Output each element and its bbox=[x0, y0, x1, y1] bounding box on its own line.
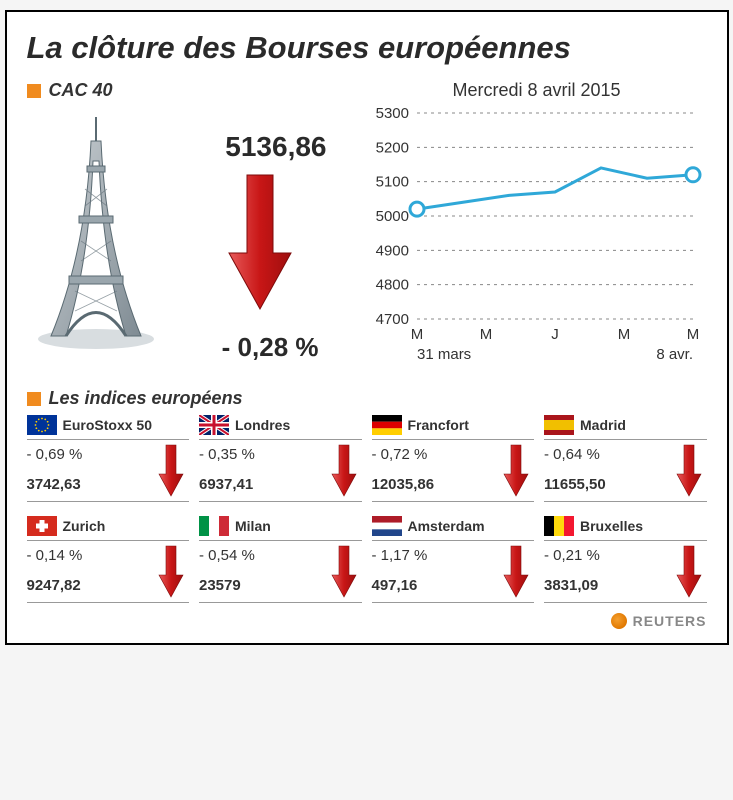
down-arrow-icon bbox=[157, 444, 185, 498]
cac-section-label: CAC 40 bbox=[27, 80, 347, 101]
index-head: EuroStoxx 50 bbox=[27, 415, 190, 439]
index-value: 9247,82 bbox=[27, 577, 81, 594]
flag-icon bbox=[199, 415, 229, 435]
index-body: - 0,54 % 23579 bbox=[199, 540, 362, 596]
indices-label: Les indices européens bbox=[49, 388, 243, 409]
index-head: Bruxelles bbox=[544, 516, 707, 540]
index-card: Londres - 0,35 % 6937,41 bbox=[199, 415, 362, 502]
svg-text:4700: 4700 bbox=[375, 311, 408, 328]
index-value: 3742,63 bbox=[27, 476, 81, 493]
index-body: - 0,14 % 9247,82 bbox=[27, 540, 190, 596]
index-body: - 1,17 % 497,16 bbox=[372, 540, 535, 596]
svg-text:5200: 5200 bbox=[375, 139, 408, 156]
chart-date: Mercredi 8 avril 2015 bbox=[367, 80, 707, 101]
index-card: Madrid - 0,64 % 11655,50 bbox=[544, 415, 707, 502]
reuters-logo-icon bbox=[611, 613, 627, 629]
index-body: - 0,35 % 6937,41 bbox=[199, 439, 362, 495]
index-card: Bruxelles - 0,21 % 3831,09 bbox=[544, 516, 707, 603]
index-value: 497,16 bbox=[372, 577, 418, 594]
index-head: Zurich bbox=[27, 516, 190, 540]
flag-icon bbox=[544, 415, 574, 435]
flag-icon bbox=[544, 516, 574, 536]
svg-text:J: J bbox=[551, 326, 559, 343]
svg-text:5300: 5300 bbox=[375, 107, 408, 122]
svg-text:8 avr.: 8 avr. bbox=[656, 346, 693, 363]
cac-block: CAC 40 bbox=[27, 80, 347, 372]
down-arrow-icon bbox=[675, 545, 703, 599]
index-head: Londres bbox=[199, 415, 362, 439]
index-value: 6937,41 bbox=[199, 476, 253, 493]
down-arrow-icon bbox=[330, 444, 358, 498]
indices-grid: EuroStoxx 50 - 0,69 % 3742,63 Londres - … bbox=[27, 415, 707, 603]
index-head: Milan bbox=[199, 516, 362, 540]
footer: REUTERS bbox=[27, 603, 707, 629]
svg-text:5000: 5000 bbox=[375, 208, 408, 225]
down-arrow-icon bbox=[502, 545, 530, 599]
index-head: Amsterdam bbox=[372, 516, 535, 540]
index-name: Zurich bbox=[63, 518, 106, 534]
top-row: CAC 40 bbox=[27, 80, 707, 372]
down-arrow-icon bbox=[675, 444, 703, 498]
svg-text:M: M bbox=[617, 326, 630, 343]
flag-icon bbox=[27, 516, 57, 536]
index-name: Amsterdam bbox=[408, 518, 485, 534]
chart-block: Mercredi 8 avril 2015 4700 4800 4900 5000 51… bbox=[367, 80, 707, 372]
cac-pct: - 0,28 % bbox=[222, 332, 319, 363]
index-body: - 0,21 % 3831,09 bbox=[544, 540, 707, 596]
index-body: - 0,72 % 12035,86 bbox=[372, 439, 535, 495]
index-value: 11655,50 bbox=[544, 476, 606, 493]
cac-label: CAC 40 bbox=[49, 80, 113, 101]
bullet-icon bbox=[27, 84, 41, 98]
svg-text:M: M bbox=[410, 326, 423, 343]
svg-text:31 mars: 31 mars bbox=[417, 346, 471, 363]
infographic-container: La clôture des Bourses européennes CAC 4… bbox=[5, 10, 729, 645]
eiffel-tower-icon bbox=[31, 111, 161, 351]
cac-value: 5136,86 bbox=[225, 131, 326, 163]
cac-visual: 5136,86 - 0,28 % bbox=[27, 107, 347, 367]
flag-icon bbox=[199, 516, 229, 536]
index-value: 12035,86 bbox=[372, 476, 435, 493]
down-arrow-icon bbox=[225, 173, 295, 313]
index-name: Milan bbox=[235, 518, 271, 534]
index-name: Bruxelles bbox=[580, 518, 643, 534]
index-card: Amsterdam - 1,17 % 497,16 bbox=[372, 516, 535, 603]
down-arrow-icon bbox=[330, 545, 358, 599]
index-body: - 0,69 % 3742,63 bbox=[27, 439, 190, 495]
down-arrow-icon bbox=[157, 545, 185, 599]
index-card: EuroStoxx 50 - 0,69 % 3742,63 bbox=[27, 415, 190, 502]
line-chart: 4700 4800 4900 5000 5100 5200 5300 M M J M M 31 mars… bbox=[367, 107, 707, 367]
svg-text:4900: 4900 bbox=[375, 242, 408, 259]
index-body: - 0,64 % 11655,50 bbox=[544, 439, 707, 495]
index-name: EuroStoxx 50 bbox=[63, 417, 152, 433]
indices-section-label: Les indices européens bbox=[27, 388, 707, 409]
index-head: Madrid bbox=[544, 415, 707, 439]
page-title: La clôture des Bourses européennes bbox=[27, 30, 707, 66]
down-arrow-icon bbox=[502, 444, 530, 498]
flag-icon bbox=[372, 516, 402, 536]
index-card: Francfort - 0,72 % 12035,86 bbox=[372, 415, 535, 502]
index-name: Londres bbox=[235, 417, 290, 433]
svg-text:4800: 4800 bbox=[375, 277, 408, 294]
svg-text:M: M bbox=[686, 326, 699, 343]
index-value: 23579 bbox=[199, 577, 241, 594]
index-card: Zurich - 0,14 % 9247,82 bbox=[27, 516, 190, 603]
index-value: 3831,09 bbox=[544, 577, 598, 594]
index-card: Milan - 0,54 % 23579 bbox=[199, 516, 362, 603]
flag-icon bbox=[372, 415, 402, 435]
index-name: Francfort bbox=[408, 417, 469, 433]
index-head: Francfort bbox=[372, 415, 535, 439]
svg-text:5100: 5100 bbox=[375, 174, 408, 191]
bullet-icon bbox=[27, 392, 41, 406]
footer-text: REUTERS bbox=[633, 613, 707, 629]
index-name: Madrid bbox=[580, 417, 626, 433]
flag-icon bbox=[27, 415, 57, 435]
svg-text:M: M bbox=[479, 326, 492, 343]
